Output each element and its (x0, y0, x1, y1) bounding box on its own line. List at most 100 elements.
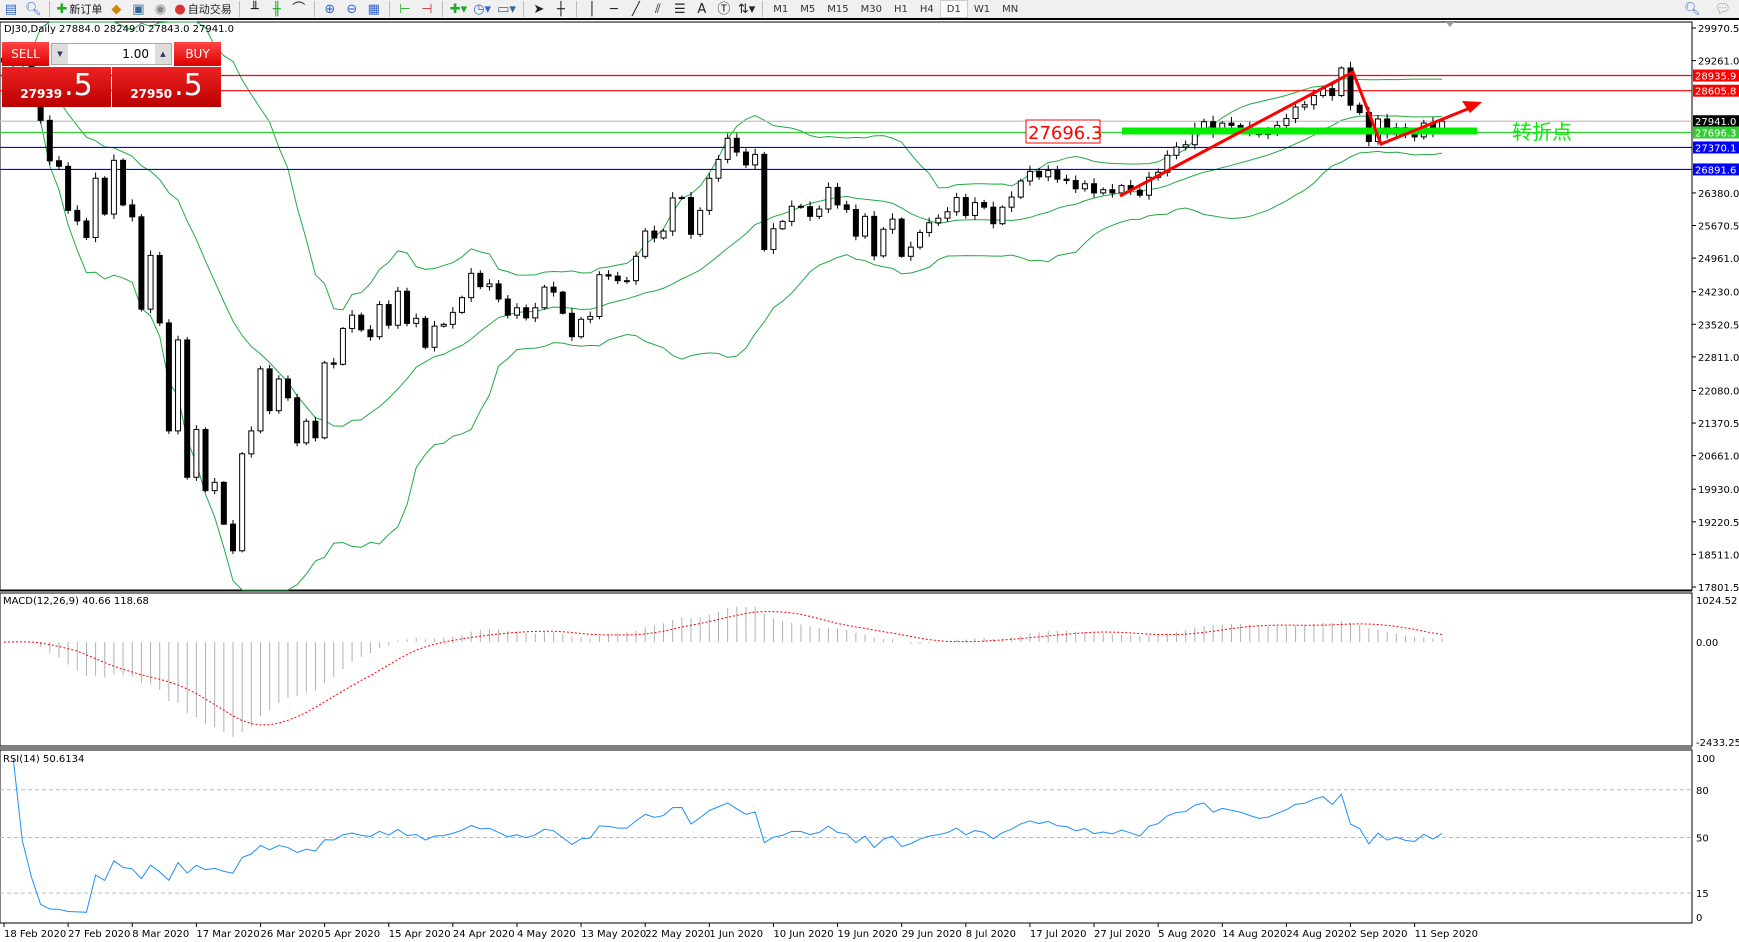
candle (1091, 178, 1098, 198)
candle (596, 271, 603, 320)
x-tick-label: 18 Feb 2020 (4, 929, 66, 940)
candle-body (1054, 169, 1061, 180)
candle-body (733, 137, 740, 153)
candle-body (587, 316, 594, 320)
timeframe-d1[interactable]: D1 (939, 0, 968, 18)
candle (944, 207, 951, 223)
trendline-icon[interactable]: ╱ (631, 1, 640, 17)
candle (1072, 175, 1079, 194)
candle-body (541, 286, 548, 309)
price-label-box (1693, 163, 1739, 176)
new-order-button[interactable]: ✚ 新订单 (54, 0, 106, 18)
zoom-in-icon[interactable]: ⊕ (324, 1, 336, 17)
timeframe-mn[interactable]: MN (1002, 3, 1019, 15)
cursor-icon[interactable]: ➤ (533, 1, 545, 17)
candle (248, 426, 255, 458)
timeframe-m5[interactable]: M5 (800, 3, 816, 15)
candle-body (83, 220, 90, 238)
arrows-icon[interactable]: ⇅▾ (737, 1, 756, 17)
auto-trading-button[interactable]: ● 自动交易 (171, 0, 234, 18)
candle (330, 357, 337, 369)
bar-chart-icon[interactable]: ╨ (250, 1, 259, 17)
candle (578, 316, 585, 339)
candle-body (1072, 180, 1079, 190)
candle-body (440, 323, 447, 327)
sell-button[interactable]: SELL (2, 42, 49, 66)
candlestick-icon[interactable]: ╫ (272, 1, 281, 17)
candle-body (1136, 189, 1143, 196)
chat-icon[interactable]: 💬︎ (1714, 1, 1731, 17)
candle (486, 279, 493, 291)
buy-price-button[interactable]: 27950 .5 (112, 67, 221, 107)
candle-body (120, 159, 127, 206)
candle-body (1081, 183, 1088, 190)
buy-button[interactable]: BUY (174, 42, 221, 66)
toolbar-separator (441, 1, 443, 17)
timeframe-m30[interactable]: M30 (860, 3, 883, 15)
lot-value[interactable]: 1.00 (122, 47, 149, 61)
zoom-out-icon[interactable]: ⊖ (346, 1, 358, 17)
text-icon[interactable]: A (697, 1, 707, 17)
candle (147, 250, 154, 314)
history-icon[interactable]: ▣ (132, 1, 145, 17)
indicators-icon[interactable]: ✚▾ (449, 1, 468, 17)
timeframe-h1[interactable]: H1 (894, 3, 908, 15)
macd-label: MACD(12,26,9) 40.66 118.68 (3, 596, 149, 607)
line-chart-icon[interactable]: ⌒ (292, 1, 306, 17)
templates-icon[interactable]: ▭▾ (497, 1, 516, 17)
x-tick-label: 27 Feb 2020 (68, 929, 130, 940)
lot-increase-button[interactable]: ▲ (155, 44, 171, 64)
navigator-icon[interactable]: 🔍︎ (25, 1, 42, 17)
candle-body (596, 274, 603, 318)
sell-price-main: 27939 (20, 87, 63, 101)
candle (1384, 113, 1391, 139)
candle-body (532, 307, 539, 319)
lot-decrease-button[interactable]: ▼ (52, 44, 68, 64)
sell-price-button[interactable]: 27939 .5 (2, 67, 111, 107)
candle (1100, 187, 1107, 195)
x-tick-label: 24 Aug 2020 (1286, 929, 1350, 940)
candle (257, 365, 264, 434)
macd-tick-label: 0.00 (1696, 638, 1718, 649)
signal-icon[interactable]: ◉ (154, 1, 167, 17)
search-icon[interactable]: 🔍︎ (1683, 1, 1701, 17)
timeframe-w1[interactable]: W1 (973, 3, 991, 15)
price-label-box (1693, 69, 1739, 82)
price-label: 28605.8 (1695, 87, 1736, 98)
candle (275, 375, 282, 414)
timeframe-h4[interactable]: H4 (919, 3, 934, 15)
timeframe-m1[interactable]: M1 (773, 3, 789, 15)
vertical-line-icon[interactable]: │ (587, 1, 596, 17)
periods-icon[interactable]: ◷▾ (473, 1, 492, 17)
candle (797, 203, 804, 209)
x-tick-label: 11 Sep 2020 (1415, 929, 1478, 940)
equidistant-channel-icon[interactable]: ⫽ (654, 1, 661, 17)
crosshair-icon[interactable]: ┼ (556, 1, 565, 17)
lot-size-input[interactable]: ▼ 1.00 ▲ (51, 43, 172, 65)
rsi-tick-label: 50 (1696, 834, 1709, 845)
price-label-box (1693, 141, 1739, 154)
x-tick-label: 5 Apr 2020 (325, 929, 380, 940)
chart-shift-icon[interactable]: ⊢ (399, 1, 411, 17)
timeframe-m15[interactable]: M15 (827, 3, 849, 15)
candle-body (394, 290, 401, 326)
fibonacci-icon[interactable]: ☰ (674, 1, 686, 17)
candle (633, 251, 640, 285)
candle-body (852, 208, 859, 237)
candle (65, 162, 72, 214)
candle (742, 148, 749, 169)
candle-body (138, 216, 145, 310)
text-label-icon[interactable]: Ⓣ (717, 1, 731, 17)
candle-body (917, 231, 923, 248)
candle-body (1008, 196, 1015, 208)
annotation-price: 27696.3 (1028, 123, 1102, 144)
candle-body (349, 314, 356, 329)
tile-windows-icon[interactable]: ▦ (367, 1, 380, 17)
horizontal-line-icon[interactable]: ─ (609, 1, 618, 17)
candle (871, 211, 878, 261)
strategy-tester-icon[interactable]: ◆ (111, 1, 122, 17)
candle-body (230, 523, 236, 552)
market-watch-icon[interactable]: ▤ (4, 1, 18, 17)
auto-scroll-icon[interactable]: ⊣ (421, 1, 433, 17)
